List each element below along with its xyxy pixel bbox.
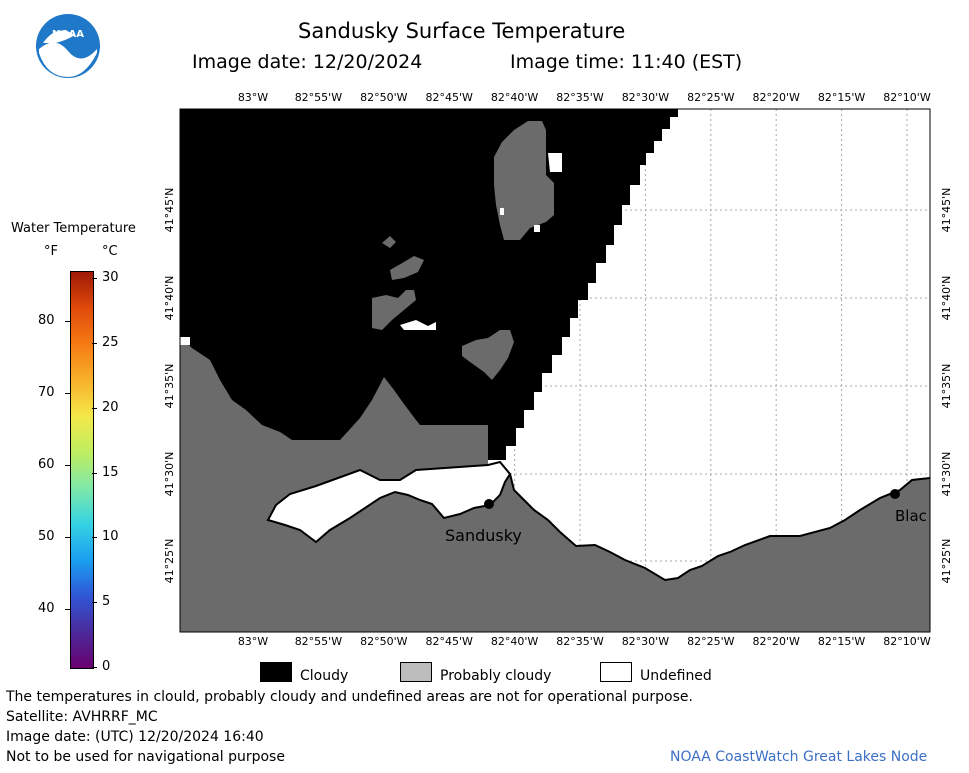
colorbar-f-tick: 70 <box>38 385 55 401</box>
colorbar-tick-mark <box>92 602 97 604</box>
land-area <box>180 337 930 632</box>
lat-label-left: 41°40'N <box>163 276 176 321</box>
map-frame <box>179 108 931 633</box>
cloud-patch <box>372 290 416 330</box>
lon-label-top: 82°30'W <box>622 91 670 104</box>
logo-text: NOAA <box>52 29 84 40</box>
image-time: Image time: 11:40 (EST) <box>510 51 743 73</box>
lon-label-bottom: 82°35'W <box>556 635 604 648</box>
colorbar-f-tick: 60 <box>38 457 55 473</box>
colorbar-tick-mark <box>92 407 97 409</box>
lat-label-right: 41°45'N <box>940 188 953 233</box>
colorbar-f-tick: 80 <box>38 313 55 329</box>
colorbar-unit-f: °F <box>44 244 58 259</box>
lat-label-right: 41°25'N <box>940 539 953 584</box>
lon-label-top: 82°45'W <box>425 91 473 104</box>
lon-label-top: 82°35'W <box>556 91 604 104</box>
lon-label-top: 82°10'W <box>883 91 931 104</box>
credit-link[interactable]: NOAA CoastWatch Great Lakes Node <box>670 749 928 765</box>
city-label-sandusky: Sandusky <box>445 526 522 545</box>
colorbar-tick-mark <box>65 393 70 395</box>
shoreline <box>509 473 931 582</box>
colorbar-c-tick: 20 <box>102 399 119 415</box>
undefined-pocket <box>548 153 562 172</box>
lon-label-top: 83°W <box>238 91 268 104</box>
lon-label-bottom: 82°40'W <box>491 635 539 648</box>
undefined-pocket <box>500 208 504 215</box>
image-date: Image date: 12/20/2024 <box>192 51 423 73</box>
colorbar-unit-c: °C <box>102 244 118 259</box>
nav-warning-text: Not to be used for navigational purpose <box>6 749 285 765</box>
lon-label-top: 82°25'W <box>687 91 735 104</box>
lat-label-left: 41°30'N <box>163 452 176 497</box>
lat-label-right: 41°35'N <box>940 364 953 409</box>
colorbar-c-tick: 30 <box>102 270 119 285</box>
lon-label-top: 82°50'W <box>360 91 408 104</box>
colorbar-tick-mark <box>65 465 70 467</box>
lat-label-left: 41°25'N <box>163 539 176 584</box>
lon-label-bottom: 82°10'W <box>883 635 931 648</box>
lon-label-top: 82°40'W <box>491 91 539 104</box>
colorbar-c-tick: 5 <box>102 594 111 610</box>
colorbar-tick-mark <box>65 321 70 323</box>
colorbar-tick-mark <box>65 537 70 539</box>
colorbar <box>70 271 94 669</box>
colorbar-tick-mark <box>92 342 97 344</box>
lon-label-bottom: 82°20'W <box>752 635 800 648</box>
lon-label-bottom: 82°25'W <box>687 635 735 648</box>
axis-labels: 83°W 83°W 82°55'W 82°55'W 82°50'W 82°50'W 82°4… <box>163 91 953 648</box>
legend-swatch-cloudy <box>260 662 292 682</box>
cloud-patch <box>462 330 514 380</box>
lon-label-bottom: 82°45'W <box>425 635 473 648</box>
city-marker-sandusky <box>484 499 494 509</box>
cloud-patch <box>382 236 396 248</box>
colorbar-f-tick: 40 <box>38 601 55 617</box>
colorbar-tick-mark <box>65 609 70 611</box>
page-title: Sandusky Surface Temperature <box>298 19 626 43</box>
cloud-patch <box>390 256 424 280</box>
legend-swatch-undefined <box>600 662 632 682</box>
lon-label-top: 82°20'W <box>752 91 800 104</box>
legend-label-undefined: Undefined <box>640 668 712 684</box>
undefined-pocket <box>180 337 190 345</box>
colorbar-tick-mark <box>92 667 97 668</box>
legend-label-cloudy: Cloudy <box>300 668 349 684</box>
lat-label-right: 41°40'N <box>940 276 953 321</box>
colorbar-tick-mark <box>92 278 97 279</box>
colorbar-c-tick: 15 <box>102 464 119 480</box>
colorbar-f-tick: 50 <box>38 529 55 545</box>
utc-date-text: Image date: (UTC) 12/20/2024 16:40 <box>6 729 264 745</box>
colorbar-c-tick: 25 <box>102 334 119 350</box>
legend-swatch-probably-cloudy <box>400 662 432 682</box>
lon-label-bottom: 82°15'W <box>818 635 866 648</box>
city-marker-blac <box>890 489 900 499</box>
lon-label-bottom: 82°55'W <box>295 635 343 648</box>
colorbar-title: Water Temperature <box>11 221 136 236</box>
colorbar-c-tick: 0 <box>102 659 111 674</box>
noaa-logo: NOAA <box>36 14 100 78</box>
undefined-pocket <box>400 320 436 330</box>
lon-label-top: 82°55'W <box>295 91 343 104</box>
colorbar-tick-mark <box>92 537 97 539</box>
satellite-text: Satellite: AVHRRF_MC <box>6 709 158 725</box>
lon-label-bottom: 82°30'W <box>622 635 670 648</box>
lat-label-left: 41°45'N <box>163 188 176 233</box>
cloud-patch <box>494 121 554 240</box>
disclaimer-text: The temperatures in clould, probably clo… <box>6 689 693 705</box>
lat-label-left: 41°35'N <box>163 364 176 409</box>
lon-label-bottom: 82°50'W <box>360 635 408 648</box>
sandusky-bay <box>266 460 512 544</box>
lon-label-top: 82°15'W <box>818 91 866 104</box>
lon-label-bottom: 83°W <box>238 635 268 648</box>
undefined-pocket <box>534 225 540 232</box>
city-label-blac: Blac <box>895 507 927 525</box>
colorbar-tick-mark <box>92 472 97 474</box>
legend-label-probably-cloudy: Probably cloudy <box>440 668 552 684</box>
colorbar-c-tick: 10 <box>102 529 119 545</box>
lat-label-right: 41°30'N <box>940 452 953 497</box>
